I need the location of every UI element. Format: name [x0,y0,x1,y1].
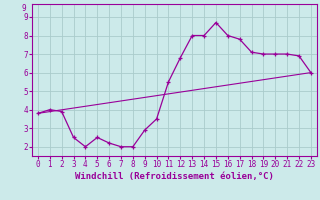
X-axis label: Windchill (Refroidissement éolien,°C): Windchill (Refroidissement éolien,°C) [75,172,274,181]
Text: 9: 9 [22,4,26,13]
